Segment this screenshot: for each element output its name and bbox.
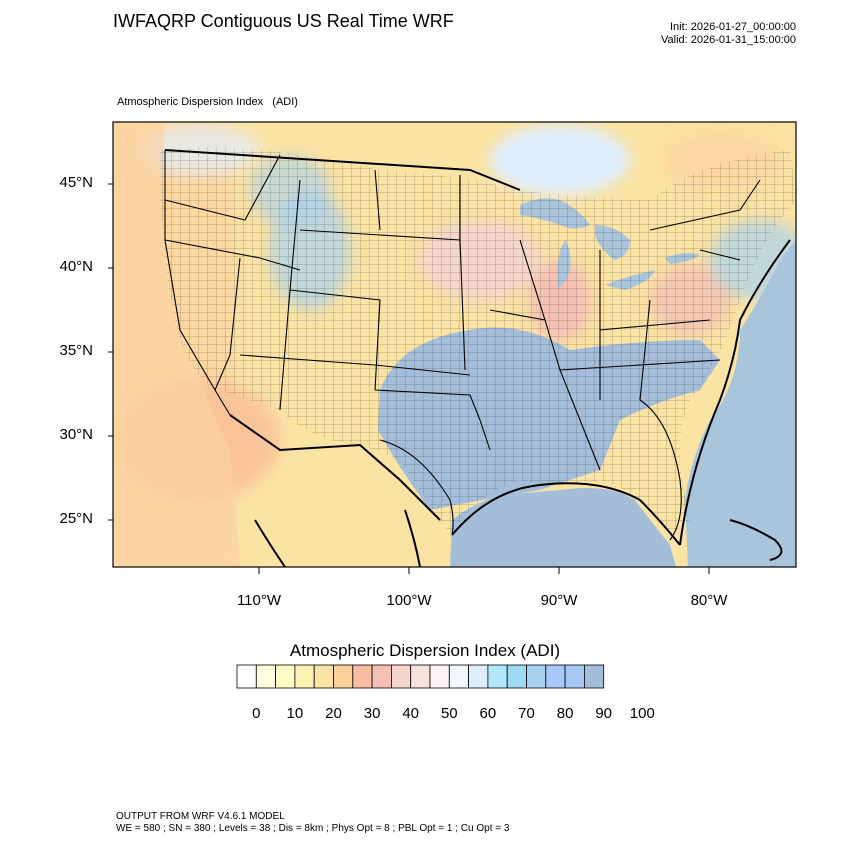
state-boundaries xyxy=(164,150,761,541)
lon-label-80w: 80°W xyxy=(690,592,728,609)
canada-border xyxy=(164,149,521,191)
valid-time: Valid: 2026-01-31_15:00:00 xyxy=(661,34,796,46)
colorbar-box xyxy=(468,664,489,689)
colorbar-box xyxy=(236,664,257,689)
dakota-borders xyxy=(374,169,461,240)
colorbar-box xyxy=(564,664,585,689)
colorbar-tick-label: 100 xyxy=(629,705,655,722)
footer-line-2: WE = 580 ; SN = 380 ; Levels = 38 ; Dis … xyxy=(116,823,510,834)
texas-rio-grande xyxy=(379,439,454,536)
lat-label-25n: 25°N xyxy=(59,510,93,527)
florida-line xyxy=(639,399,682,541)
southeast-state-lines xyxy=(559,319,721,371)
lat-label-40n: 40°N xyxy=(59,258,93,275)
run-times: Init: 2026-01-27_00:00:00 Valid: 2026-01… xyxy=(661,21,796,47)
colorbar-box xyxy=(313,664,334,689)
colorbar-box xyxy=(526,664,547,689)
lon-label-110w: 110°W xyxy=(236,592,282,609)
colorbar-box xyxy=(410,664,431,689)
colorbar-box xyxy=(448,664,469,689)
colorbar-tick-label: 70 xyxy=(518,705,535,722)
colorbar-box xyxy=(294,664,315,689)
model-footer: OUTPUT FROM WRF V4.6.1 MODEL WE = 580 ; … xyxy=(116,811,509,835)
colorbar-box xyxy=(352,664,373,689)
colorbar-tick-label: 90 xyxy=(595,705,613,722)
lon-label-100w: 100°W xyxy=(386,592,432,609)
pacific-ocean xyxy=(113,122,240,567)
atlantic-coast xyxy=(679,239,791,546)
colorbar-box xyxy=(429,664,450,689)
colorbar-tick-label: 20 xyxy=(325,705,342,722)
colorbar-box xyxy=(333,664,354,689)
colorbar-tick-label: 80 xyxy=(556,705,574,722)
map-frame xyxy=(112,121,797,568)
lat-label-30n: 30°N xyxy=(59,426,93,443)
colorbar-box xyxy=(390,664,412,689)
lat-label-45n: 45°N xyxy=(59,174,93,191)
lat-ticks xyxy=(108,183,113,521)
colorbar-title: Atmospheric Dispersion Index (ADI) xyxy=(289,641,561,660)
field-name: Atmospheric Dispersion Index xyxy=(117,96,264,108)
ca-or-border xyxy=(164,239,301,271)
colorbar-tick-label: 60 xyxy=(479,705,497,722)
colorbar-tick-label: 30 xyxy=(363,705,381,722)
colorbar-box xyxy=(371,664,392,689)
lon-ticks xyxy=(258,567,710,574)
colorbar-box xyxy=(255,664,276,689)
init-time: Init: 2026-01-27_00:00:00 xyxy=(670,21,796,33)
footer-line-1: OUTPUT FROM WRF V4.6.1 MODEL xyxy=(116,811,285,822)
mexico-border xyxy=(229,414,441,521)
county-boundaries xyxy=(160,147,796,535)
midwest-state-lines xyxy=(519,239,651,401)
cuba-coast xyxy=(729,519,783,561)
nevada-east-border xyxy=(214,257,241,391)
colorbar-tick-label: 40 xyxy=(402,705,420,722)
mexico-coast xyxy=(254,509,421,567)
colorbar-box xyxy=(275,664,296,689)
atlantic-ocean xyxy=(685,240,796,567)
gulf-coast xyxy=(451,482,681,546)
colorbar-tick-label: 10 xyxy=(286,705,304,722)
lat-label-35n: 35°N xyxy=(59,342,93,359)
35n-state-line xyxy=(239,354,471,376)
colorbar-box xyxy=(545,664,566,689)
west-coast-line xyxy=(164,150,231,416)
field-title: Atmospheric Dispersion Index (ADI) xyxy=(117,96,298,108)
texas-oklahoma-border xyxy=(374,389,491,451)
colorbar-box xyxy=(506,664,527,689)
gulf-of-mexico xyxy=(450,487,676,567)
field-units: (ADI) xyxy=(272,96,298,108)
northeast-state-lines xyxy=(649,179,761,261)
colorbar-tick-label: 0 xyxy=(252,705,261,722)
colorbar-tick-label: 50 xyxy=(440,705,458,722)
colorado-box xyxy=(289,289,381,391)
or-wa-border xyxy=(164,154,281,221)
colorbar-box xyxy=(584,664,605,689)
colorbar-box xyxy=(487,664,508,689)
map-panel xyxy=(113,122,796,567)
country-borders xyxy=(164,149,791,567)
colorbar xyxy=(236,664,605,689)
lon-label-90w: 90°W xyxy=(540,592,578,609)
great-lakes-field xyxy=(490,125,630,195)
map-title: IWFAQRP Contiguous US Real Time WRF xyxy=(113,11,454,31)
